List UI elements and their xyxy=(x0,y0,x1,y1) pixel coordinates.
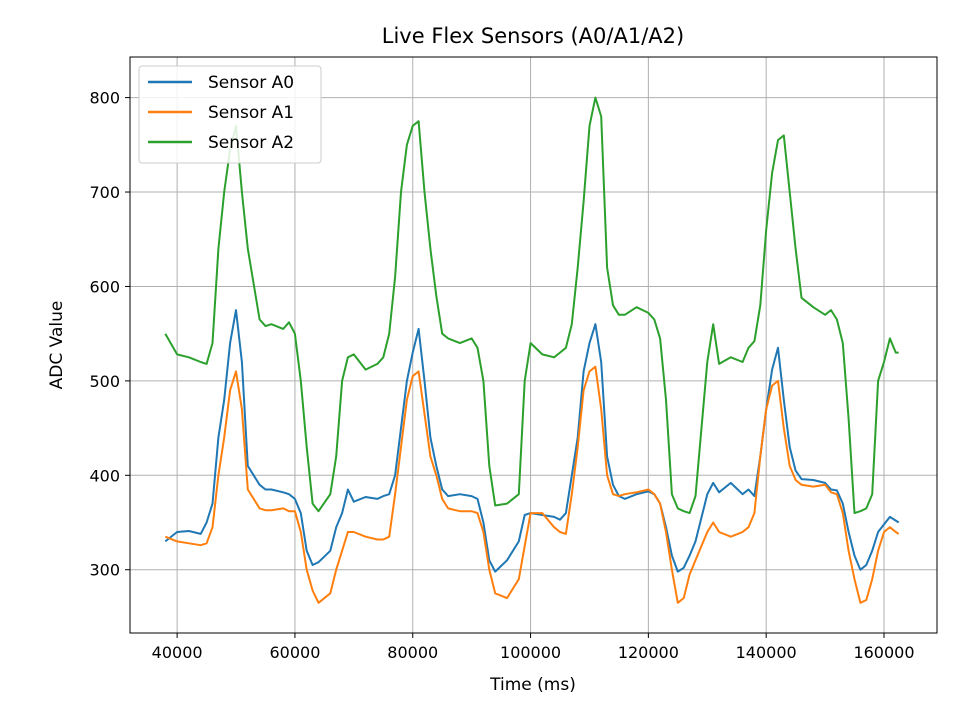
x-tick-label: 140000 xyxy=(736,643,797,662)
legend-box xyxy=(138,65,322,164)
legend-entry-label: Sensor A0 xyxy=(208,73,294,93)
x-tick-label: 80000 xyxy=(387,643,438,662)
plot-area-frame xyxy=(129,56,938,634)
x-tick-label: 100000 xyxy=(500,643,561,662)
y-tick-label: 800 xyxy=(89,89,120,108)
x-tick-label: 40000 xyxy=(152,643,203,662)
series-line-sensor-a2 xyxy=(164,96,899,515)
x-tick-label: 160000 xyxy=(853,643,914,662)
x-axis-ticks: 40000 60000 80000 100000 120000 140000 160000 xyxy=(152,633,915,662)
legend-entry-label: Sensor A1 xyxy=(208,103,294,123)
series-lines xyxy=(164,96,900,604)
x-axis-label: Time (ms) xyxy=(489,675,576,695)
series-line-sensor-a1 xyxy=(164,365,900,604)
y-axis-ticks: 300 400 500 600 700 800 xyxy=(89,89,130,580)
chart-title: Live Flex Sensors (A0/A1/A2) xyxy=(382,24,684,48)
y-tick-label: 300 xyxy=(89,561,120,580)
legend: Sensor A0 Sensor A1 Sensor A2 xyxy=(138,65,322,164)
grid-lines xyxy=(130,57,937,633)
y-tick-label: 600 xyxy=(89,277,120,296)
x-tick-label: 60000 xyxy=(269,643,320,662)
y-tick-label: 400 xyxy=(89,466,120,485)
x-tick-label: 120000 xyxy=(618,643,679,662)
y-tick-label: 700 xyxy=(89,183,120,202)
y-tick-label: 500 xyxy=(89,372,120,391)
y-axis-label: ADC Value xyxy=(47,301,67,390)
legend-entry-label: Sensor A2 xyxy=(208,133,294,153)
series-line-sensor-a0 xyxy=(164,309,900,573)
